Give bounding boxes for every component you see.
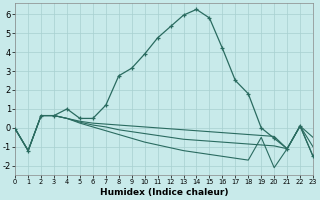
X-axis label: Humidex (Indice chaleur): Humidex (Indice chaleur)	[100, 188, 228, 197]
